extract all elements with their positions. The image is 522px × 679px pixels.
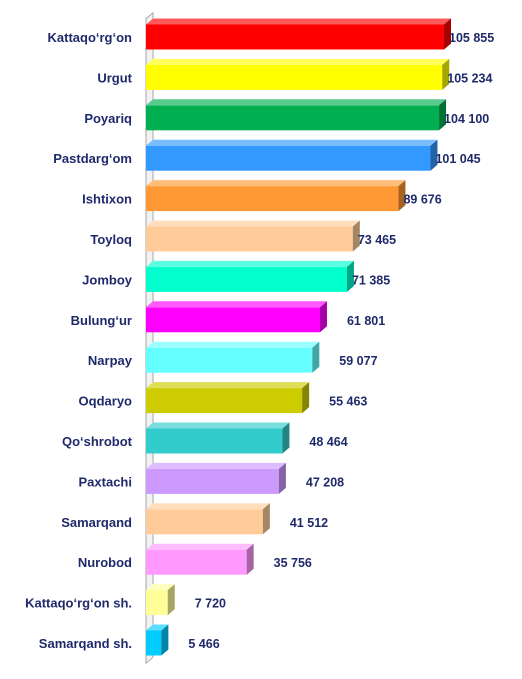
category-label: Ishtixon (82, 192, 132, 207)
bar-top (146, 58, 450, 65)
bar-top (146, 301, 327, 308)
bar-top (146, 18, 451, 25)
category-label: Kattaqo‘rg‘on (48, 30, 133, 45)
bar-side (398, 180, 406, 212)
bar-front (146, 226, 353, 252)
bar-9 (146, 382, 310, 414)
bar-side (246, 543, 254, 575)
value-label: 71 385 (352, 273, 390, 287)
value-label: 104 100 (444, 112, 489, 126)
category-label: Poyariq (84, 111, 132, 126)
bar-side (302, 382, 310, 414)
bar-side (262, 503, 270, 535)
value-label: 73 465 (358, 233, 396, 247)
bar-7 (146, 301, 327, 333)
bar-front (146, 24, 444, 50)
bar-top (146, 220, 360, 227)
bar-front (146, 549, 247, 575)
value-label: 41 512 (290, 516, 328, 530)
bar-top (146, 180, 406, 187)
bar-0 (146, 18, 451, 50)
bar-front (146, 388, 303, 414)
bar-8 (146, 341, 320, 373)
bar-6 (146, 260, 354, 292)
category-label: Bulung‘ur (71, 313, 132, 328)
category-label: Qo‘shrobot (62, 434, 133, 449)
category-label: Kattaqo‘rg‘on sh. (25, 596, 132, 611)
bar-front (146, 428, 283, 454)
value-label: 105 234 (447, 71, 492, 85)
bar-top (146, 584, 175, 591)
value-label: 7 720 (195, 597, 226, 611)
bar-10 (146, 422, 290, 454)
value-label: 47 208 (306, 475, 344, 489)
bar-15 (146, 624, 169, 656)
category-label: Jomboy (82, 272, 133, 287)
bar-top (146, 99, 447, 106)
value-label: 55 463 (329, 395, 367, 409)
category-label: Urgut (97, 70, 132, 85)
value-label: 101 045 (435, 152, 480, 166)
bar-side (278, 462, 286, 494)
bar-top (146, 341, 320, 348)
bar-top (146, 139, 438, 146)
bar-14 (146, 584, 175, 616)
bar-top (146, 543, 254, 550)
bar-side (439, 99, 447, 131)
value-label: 48 464 (309, 435, 347, 449)
bar-front (146, 347, 313, 373)
value-label: 61 801 (347, 314, 385, 328)
bar-front (146, 266, 347, 292)
bar-13 (146, 543, 254, 575)
bar-side (161, 624, 169, 656)
category-label: Toyloq (90, 232, 132, 247)
bar-5 (146, 220, 360, 252)
value-label: 5 466 (188, 637, 219, 651)
bar-top (146, 260, 354, 267)
bar-front (146, 105, 440, 131)
bar-front (146, 630, 162, 656)
category-label: Narpay (88, 353, 133, 368)
bar-front (146, 509, 263, 535)
bar-top (146, 462, 286, 469)
bar-front (146, 145, 431, 171)
bar-top (146, 422, 290, 429)
category-label: Paxtachi (79, 474, 132, 489)
bar-front (146, 590, 168, 616)
category-label: Oqdaryo (79, 394, 133, 409)
bar-front (146, 186, 399, 212)
category-label: Nurobod (78, 555, 132, 570)
bar-3 (146, 139, 438, 171)
labels-layer: Kattaqo‘rg‘on 105 855 Urgut 105 234 Poyariq 1… (25, 30, 494, 651)
bar-front (146, 307, 320, 333)
bar-2 (146, 99, 447, 131)
bar-side (346, 260, 354, 292)
bar-top (146, 624, 169, 631)
category-label: Pastdarg‘om (53, 151, 132, 166)
bar-side (282, 422, 290, 454)
bar-front (146, 64, 443, 90)
bar-side (442, 58, 450, 90)
bar-11 (146, 462, 286, 494)
bar-side (312, 341, 320, 373)
bar-side (444, 18, 451, 50)
category-label: Samarqand sh. (39, 636, 132, 651)
category-label: Samarqand (61, 515, 132, 530)
bar-4 (146, 180, 406, 212)
bar-front (146, 468, 279, 494)
value-label: 105 855 (449, 31, 494, 45)
bar-top (146, 382, 310, 389)
bar-side (167, 584, 175, 616)
bar-12 (146, 503, 270, 535)
value-label: 59 077 (339, 354, 377, 368)
bar-side (430, 139, 438, 171)
bar-top (146, 503, 270, 510)
value-label: 35 756 (274, 556, 312, 570)
bar-side (352, 220, 360, 252)
value-label: 89 676 (403, 193, 441, 207)
bars-layer (146, 18, 451, 656)
bar-1 (146, 58, 450, 90)
bar-side (319, 301, 327, 333)
